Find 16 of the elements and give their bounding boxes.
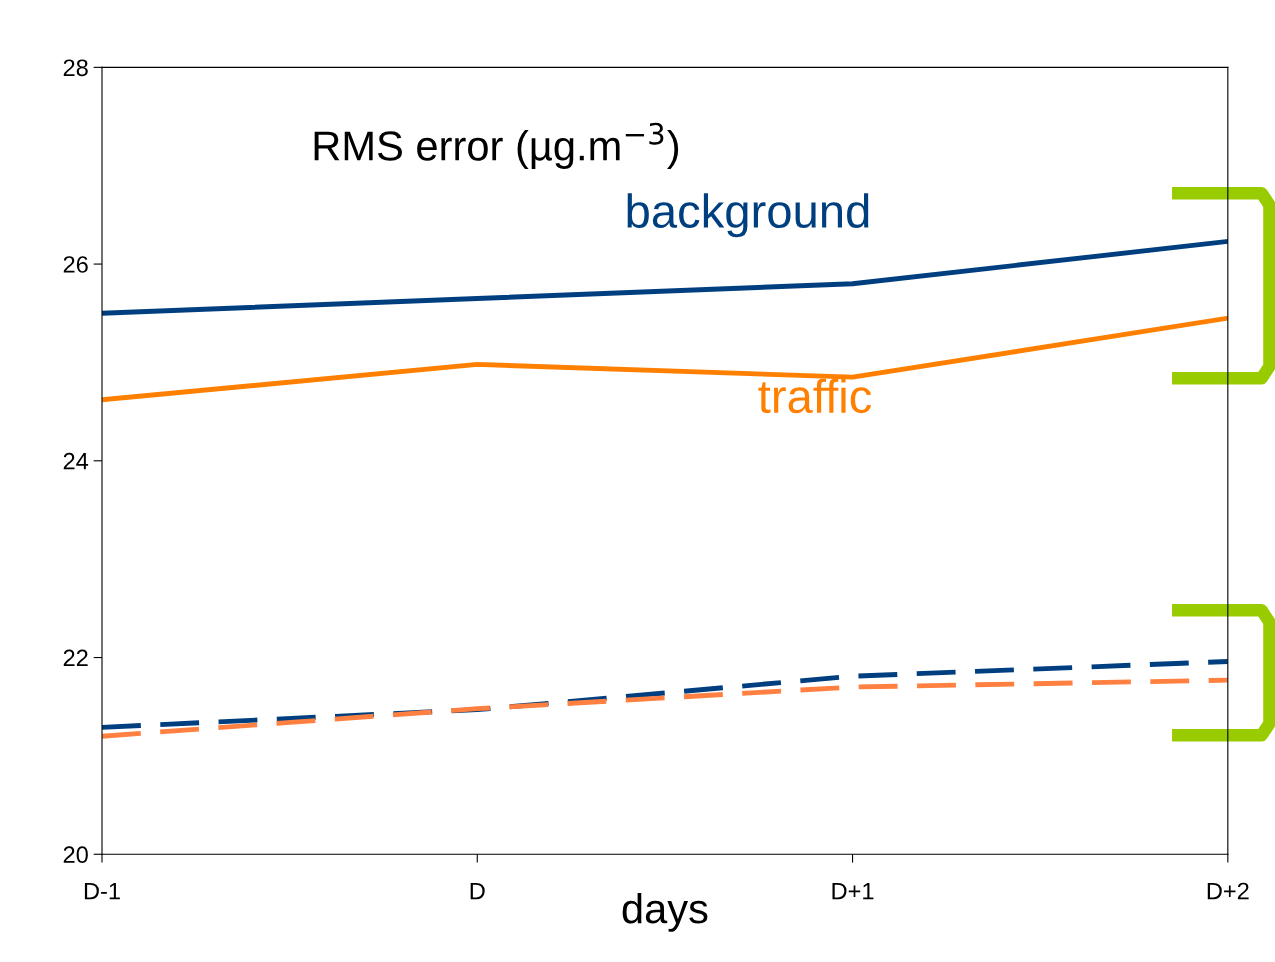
x-tick-label: D bbox=[470, 882, 485, 900]
y-tick-label: 20 bbox=[63, 846, 88, 864]
x-tick-label: D+2 bbox=[1207, 882, 1249, 900]
series-label: traffic bbox=[758, 378, 872, 414]
line-series bbox=[102, 659, 1228, 730]
x-tick-label: D-1 bbox=[84, 882, 120, 900]
x-tick-label: D+1 bbox=[832, 882, 874, 900]
y-tick-label: 26 bbox=[63, 256, 88, 273]
y-tick-label: 24 bbox=[63, 452, 89, 470]
series-label: background bbox=[627, 193, 869, 238]
x-axis-title: days bbox=[622, 892, 708, 932]
line-series bbox=[102, 239, 1228, 316]
text: RMS error (µg.m$^{−3}$) bbox=[314, 122, 679, 169]
line-series bbox=[102, 677, 1228, 739]
y-tick-label: 28 bbox=[63, 59, 88, 77]
y-tick-label: 22 bbox=[63, 649, 88, 667]
